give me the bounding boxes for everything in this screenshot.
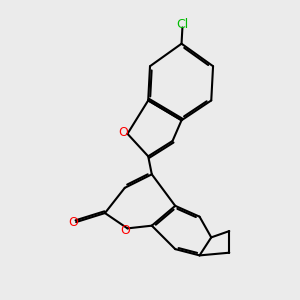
- Text: O: O: [68, 216, 78, 229]
- Text: Cl: Cl: [176, 18, 189, 31]
- Text: O: O: [120, 224, 130, 236]
- Text: O: O: [118, 126, 128, 139]
